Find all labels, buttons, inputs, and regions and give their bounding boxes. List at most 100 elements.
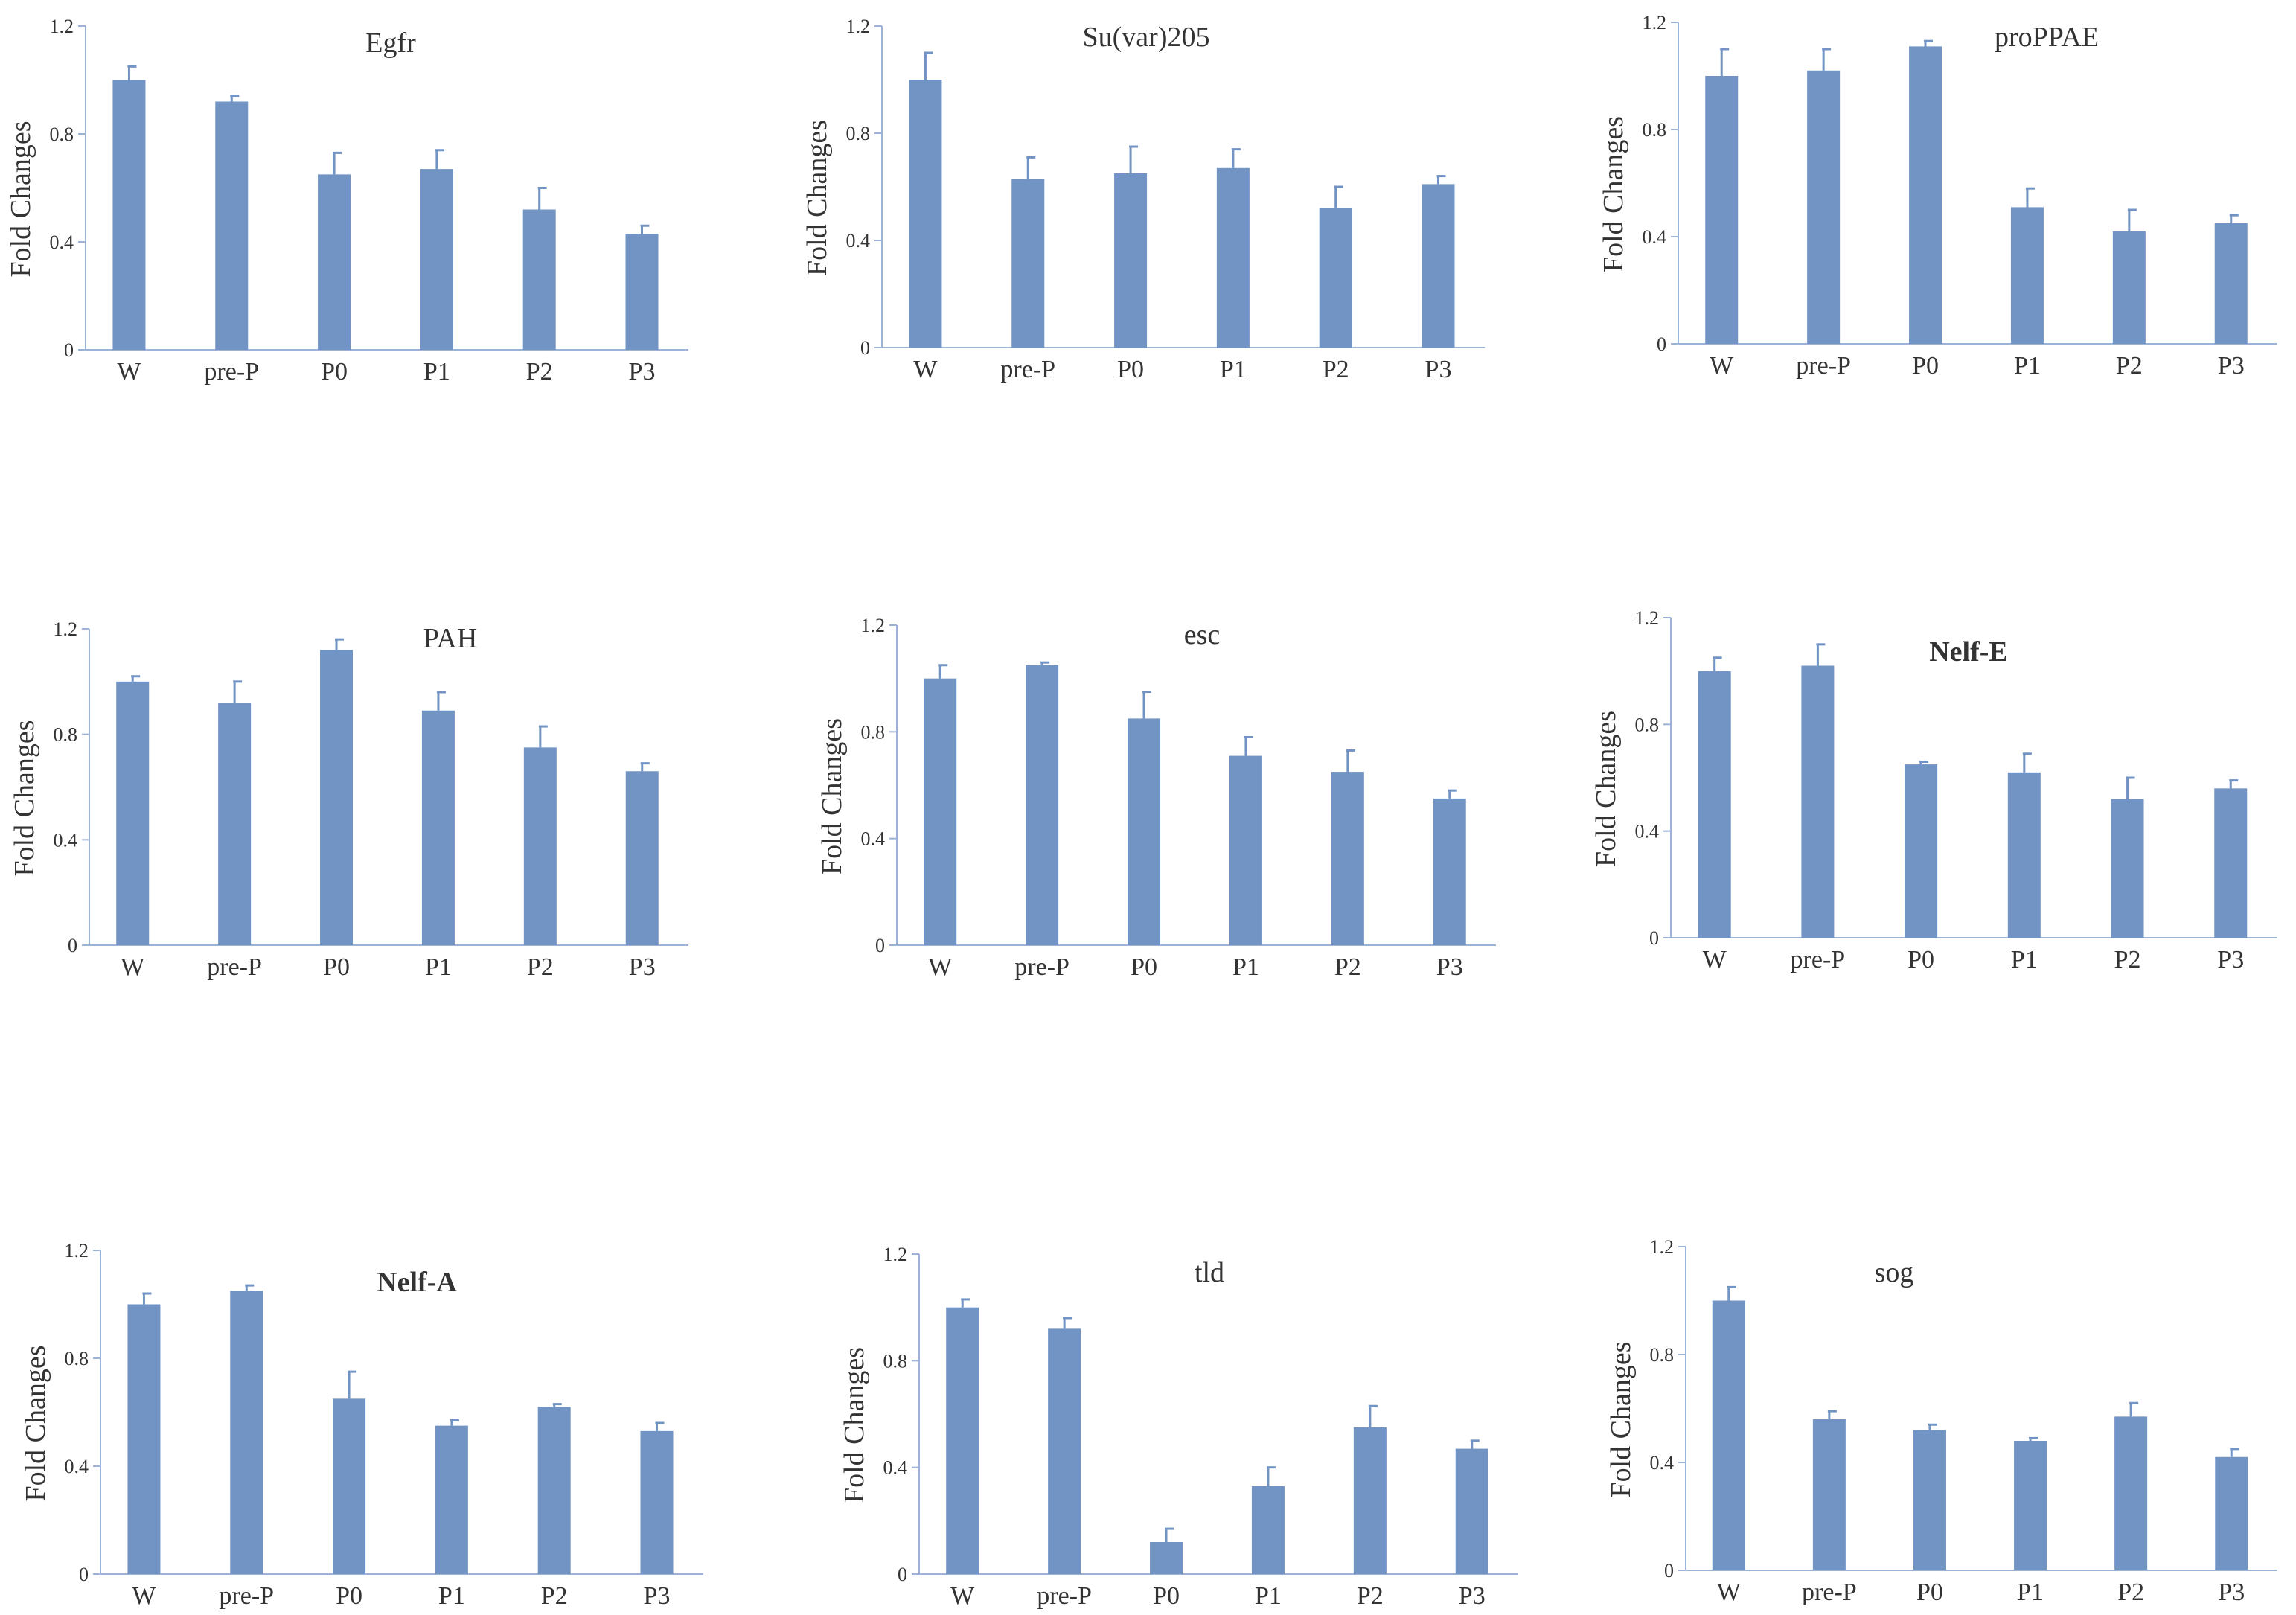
x-tick-label: P3 xyxy=(629,358,656,386)
chart-title: PAH xyxy=(423,623,478,654)
chart-title: Nelf-E xyxy=(1929,636,2008,668)
y-tick-label: 0.4 xyxy=(861,828,886,850)
y-tick-label: 0.8 xyxy=(1650,1344,1675,1366)
chart-panel-3: 0 0.4 0.8 1.2 Fold Changes proPPAE W pre-P P0 P1 P… xyxy=(1598,12,2277,380)
x-tick-label: P0 xyxy=(1916,1579,1943,1606)
x-tick-label: P2 xyxy=(526,358,553,386)
bar-w xyxy=(116,681,150,945)
chart-panel-1: 0 0.4 0.8 1.2 Fold Changes Egfr W pre-P P0 P1 P2 P3 xyxy=(5,16,688,386)
y-tick-label: 0 xyxy=(79,1564,89,1585)
y-tick-label: 1.2 xyxy=(846,16,871,37)
bar-w xyxy=(909,80,942,348)
bar-p0 xyxy=(1150,1542,1183,1574)
bar-p1 xyxy=(1216,167,1250,348)
x-tick-label: W xyxy=(928,953,953,981)
chart-panel-9: 0 0.4 0.8 1.2 Fold Changes sog W pre-P P0 P1 P2 P3 xyxy=(1605,1236,2277,1606)
chart-title: esc xyxy=(1184,619,1221,650)
x-tick-label: P2 xyxy=(1323,356,1349,383)
x-tick-label: P1 xyxy=(1232,953,1259,981)
bar-pre-p xyxy=(1807,70,1841,345)
chart-title: tld xyxy=(1195,1257,1224,1288)
y-tick-label: 0.8 xyxy=(50,124,74,145)
x-tick-label: pre-P xyxy=(1037,1582,1092,1610)
chart-panel-6: 0 0.4 0.8 1.2 Fold Changes Nelf-E W pre-P P0 P1 P2… xyxy=(1590,607,2277,973)
x-tick-label: P2 xyxy=(2117,1579,2144,1606)
bar-p1 xyxy=(2007,772,2041,938)
y-tick-label: 0 xyxy=(875,935,885,956)
bar-p1 xyxy=(435,1425,468,1574)
x-tick-label: P0 xyxy=(1912,352,1939,380)
y-axis-label: Fold Changes xyxy=(1590,711,1622,867)
bar-w xyxy=(1698,671,1731,938)
x-tick-label: W xyxy=(1710,352,1734,380)
y-tick-label: 0 xyxy=(64,339,74,361)
chart-panel-2: 0 0.4 0.8 1.2 Fold Changes Su(var)205 W pre-P P0… xyxy=(802,16,1485,383)
y-tick-label: 1.2 xyxy=(1650,1236,1675,1258)
x-tick-label: P3 xyxy=(644,1582,671,1610)
bar-p2 xyxy=(1331,772,1364,945)
x-tick-label: P1 xyxy=(438,1582,465,1610)
bar-p2 xyxy=(522,209,556,350)
x-tick-label: P3 xyxy=(2218,352,2245,380)
x-tick-label: P0 xyxy=(1908,946,1934,973)
x-tick-label: pre-P xyxy=(1791,946,1846,973)
bar-p0 xyxy=(1909,46,1942,345)
bar-p2 xyxy=(2111,799,2144,938)
y-axis-label: Fold Changes xyxy=(20,1345,51,1501)
x-tick-label: P2 xyxy=(2114,946,2141,973)
chart-title: Su(var)205 xyxy=(1083,22,1210,53)
y-tick-label: 0.4 xyxy=(50,231,74,253)
y-tick-label: 0.4 xyxy=(54,829,78,851)
x-tick-label: P1 xyxy=(425,953,452,981)
y-tick-label: 0.4 xyxy=(883,1457,908,1479)
y-tick-label: 0.4 xyxy=(846,230,871,252)
x-tick-label: P0 xyxy=(323,953,350,981)
y-tick-label: 0.8 xyxy=(65,1348,89,1369)
bar-p2 xyxy=(1319,208,1352,348)
y-tick-label: 1.2 xyxy=(1643,12,1667,33)
y-tick-label: 0 xyxy=(1649,927,1659,949)
chart-panel-5: 0 0.4 0.8 1.2 Fold Changes esc W pre-P P0 P1 P2 P3 xyxy=(816,615,1496,981)
y-tick-label: 0 xyxy=(1664,1560,1674,1582)
x-tick-label: W xyxy=(1717,1579,1742,1606)
bar-p3 xyxy=(2214,223,2248,344)
chart-title: proPPAE xyxy=(1995,22,2099,53)
x-tick-label: P0 xyxy=(1153,1582,1180,1610)
bar-pre-p xyxy=(215,101,249,350)
bar-p3 xyxy=(1433,798,1466,945)
y-tick-label: 1.2 xyxy=(883,1244,908,1265)
y-axis-label: Fold Changes xyxy=(5,121,36,277)
y-tick-label: 1.2 xyxy=(65,1240,89,1261)
y-tick-label: 1.2 xyxy=(54,618,78,640)
y-axis-label: Fold Changes xyxy=(816,718,848,874)
x-tick-label: P2 xyxy=(2116,352,2143,380)
x-tick-label: P1 xyxy=(2017,1579,2044,1606)
chart-title: sog xyxy=(1875,1257,1914,1288)
bar-p2 xyxy=(523,747,557,945)
x-tick-label: P2 xyxy=(527,953,554,981)
y-tick-label: 0 xyxy=(1657,333,1666,355)
bar-p2 xyxy=(2114,1416,2148,1570)
bar-p3 xyxy=(1455,1448,1488,1574)
x-tick-label: P3 xyxy=(1459,1582,1486,1610)
x-tick-label: W xyxy=(132,1582,156,1610)
y-tick-label: 0.4 xyxy=(1635,821,1660,842)
x-tick-label: P3 xyxy=(1425,356,1452,383)
bar-p1 xyxy=(420,169,453,350)
bar-pre-p xyxy=(230,1291,263,1574)
bar-p3 xyxy=(640,1430,674,1574)
x-tick-label: pre-P xyxy=(204,358,259,386)
chart-title: Nelf-A xyxy=(377,1267,457,1298)
chart-panel-8: 0 0.4 0.8 1.2 Fold Changes tld W pre-P P0 P1 P2 P3 xyxy=(839,1244,1518,1610)
y-tick-label: 1.2 xyxy=(861,615,886,636)
bar-p0 xyxy=(333,1398,366,1574)
chart-title: Egfr xyxy=(365,28,416,59)
bar-w xyxy=(127,1304,161,1574)
bar-p2 xyxy=(2112,231,2146,344)
x-tick-label: P0 xyxy=(1131,953,1157,981)
y-axis-label: Fold Changes xyxy=(802,120,833,276)
x-tick-label: P0 xyxy=(336,1582,362,1610)
bar-w xyxy=(1705,76,1739,344)
bar-pre-p xyxy=(1011,179,1045,348)
